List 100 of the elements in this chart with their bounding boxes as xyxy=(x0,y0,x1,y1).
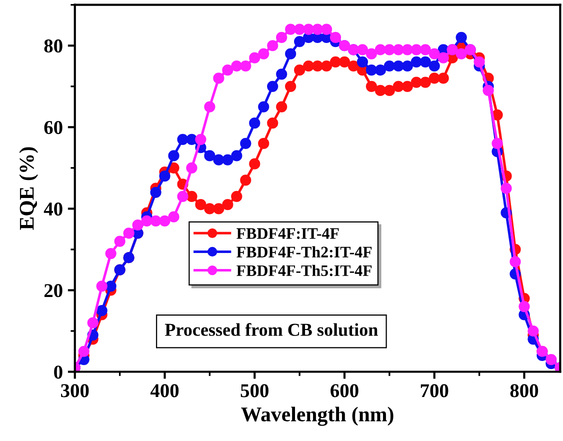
legend-label: FBDF4F:IT-4F xyxy=(236,228,339,239)
x-tick-label: 600 xyxy=(330,384,358,398)
point xyxy=(482,84,494,96)
point xyxy=(312,60,324,72)
point xyxy=(105,248,116,260)
point xyxy=(186,162,198,174)
point xyxy=(402,60,413,72)
point xyxy=(267,118,278,129)
point xyxy=(123,228,134,239)
point xyxy=(474,56,485,68)
point xyxy=(249,118,260,129)
point xyxy=(141,215,152,226)
point xyxy=(420,56,431,68)
point xyxy=(410,76,422,88)
point xyxy=(348,60,360,72)
x-tick-label: 400 xyxy=(150,384,179,398)
point xyxy=(258,101,270,112)
point xyxy=(392,44,404,56)
point xyxy=(492,138,503,150)
point xyxy=(374,44,386,56)
x-tick-label: 700 xyxy=(420,384,448,398)
point xyxy=(420,44,431,56)
point xyxy=(410,56,422,68)
point xyxy=(87,317,98,328)
point xyxy=(428,60,440,72)
point xyxy=(428,48,440,60)
y-tick-label: 80 xyxy=(44,39,62,53)
point xyxy=(231,190,242,202)
point xyxy=(294,24,306,35)
point xyxy=(384,60,395,72)
x-axis-title: Wavelength (nm) xyxy=(241,406,394,426)
point xyxy=(231,150,242,162)
point xyxy=(302,24,314,35)
point xyxy=(546,354,557,366)
point xyxy=(204,203,216,214)
x-tick-label: 300 xyxy=(61,384,89,398)
annotation: Processed from CB solution xyxy=(164,323,378,336)
point xyxy=(366,48,378,60)
point xyxy=(231,60,242,72)
point xyxy=(438,72,449,84)
point xyxy=(312,24,324,35)
point xyxy=(132,219,144,231)
point xyxy=(213,203,224,214)
point xyxy=(500,182,512,194)
point xyxy=(267,40,278,52)
y-axis-title: EQE (%) xyxy=(19,147,38,230)
point xyxy=(384,84,395,96)
point xyxy=(177,134,188,145)
point xyxy=(492,109,503,120)
point xyxy=(186,190,198,202)
point xyxy=(276,68,288,80)
point xyxy=(276,32,288,44)
point xyxy=(294,64,306,76)
point xyxy=(195,199,206,210)
legend-label: FBDF4F-Th5:IT-4F xyxy=(236,264,372,276)
point xyxy=(159,170,170,182)
point xyxy=(338,56,350,68)
point xyxy=(456,32,467,44)
y-tick-label: 20 xyxy=(44,284,62,298)
point xyxy=(96,280,108,292)
y-tick-label: 60 xyxy=(44,120,62,134)
point xyxy=(510,256,521,268)
point xyxy=(177,190,188,202)
point xyxy=(222,199,234,210)
point xyxy=(204,101,216,112)
point xyxy=(420,76,431,88)
point xyxy=(402,44,413,56)
point xyxy=(195,134,206,145)
y-tick-label: 0 xyxy=(54,366,62,379)
point xyxy=(240,60,252,72)
point xyxy=(168,150,180,162)
point xyxy=(366,64,378,76)
point xyxy=(428,72,440,84)
point xyxy=(320,24,332,35)
point xyxy=(366,80,378,92)
point xyxy=(168,211,180,222)
point xyxy=(330,56,342,68)
point xyxy=(213,72,224,84)
point xyxy=(356,56,368,68)
point xyxy=(374,64,386,76)
point xyxy=(78,346,90,357)
point xyxy=(392,80,404,92)
y-tick-label: 40 xyxy=(44,202,62,216)
x-tick-label: 800 xyxy=(510,384,538,398)
point xyxy=(410,44,422,56)
point xyxy=(384,44,395,56)
point xyxy=(114,236,126,247)
point xyxy=(168,162,180,174)
point xyxy=(159,215,170,226)
point xyxy=(392,60,404,72)
point xyxy=(438,52,449,64)
point xyxy=(204,150,216,162)
point xyxy=(249,158,260,170)
point xyxy=(222,64,234,76)
point xyxy=(302,60,314,72)
point xyxy=(276,101,288,112)
point xyxy=(402,80,413,92)
point xyxy=(240,174,252,186)
point xyxy=(374,84,386,96)
point xyxy=(186,134,198,145)
